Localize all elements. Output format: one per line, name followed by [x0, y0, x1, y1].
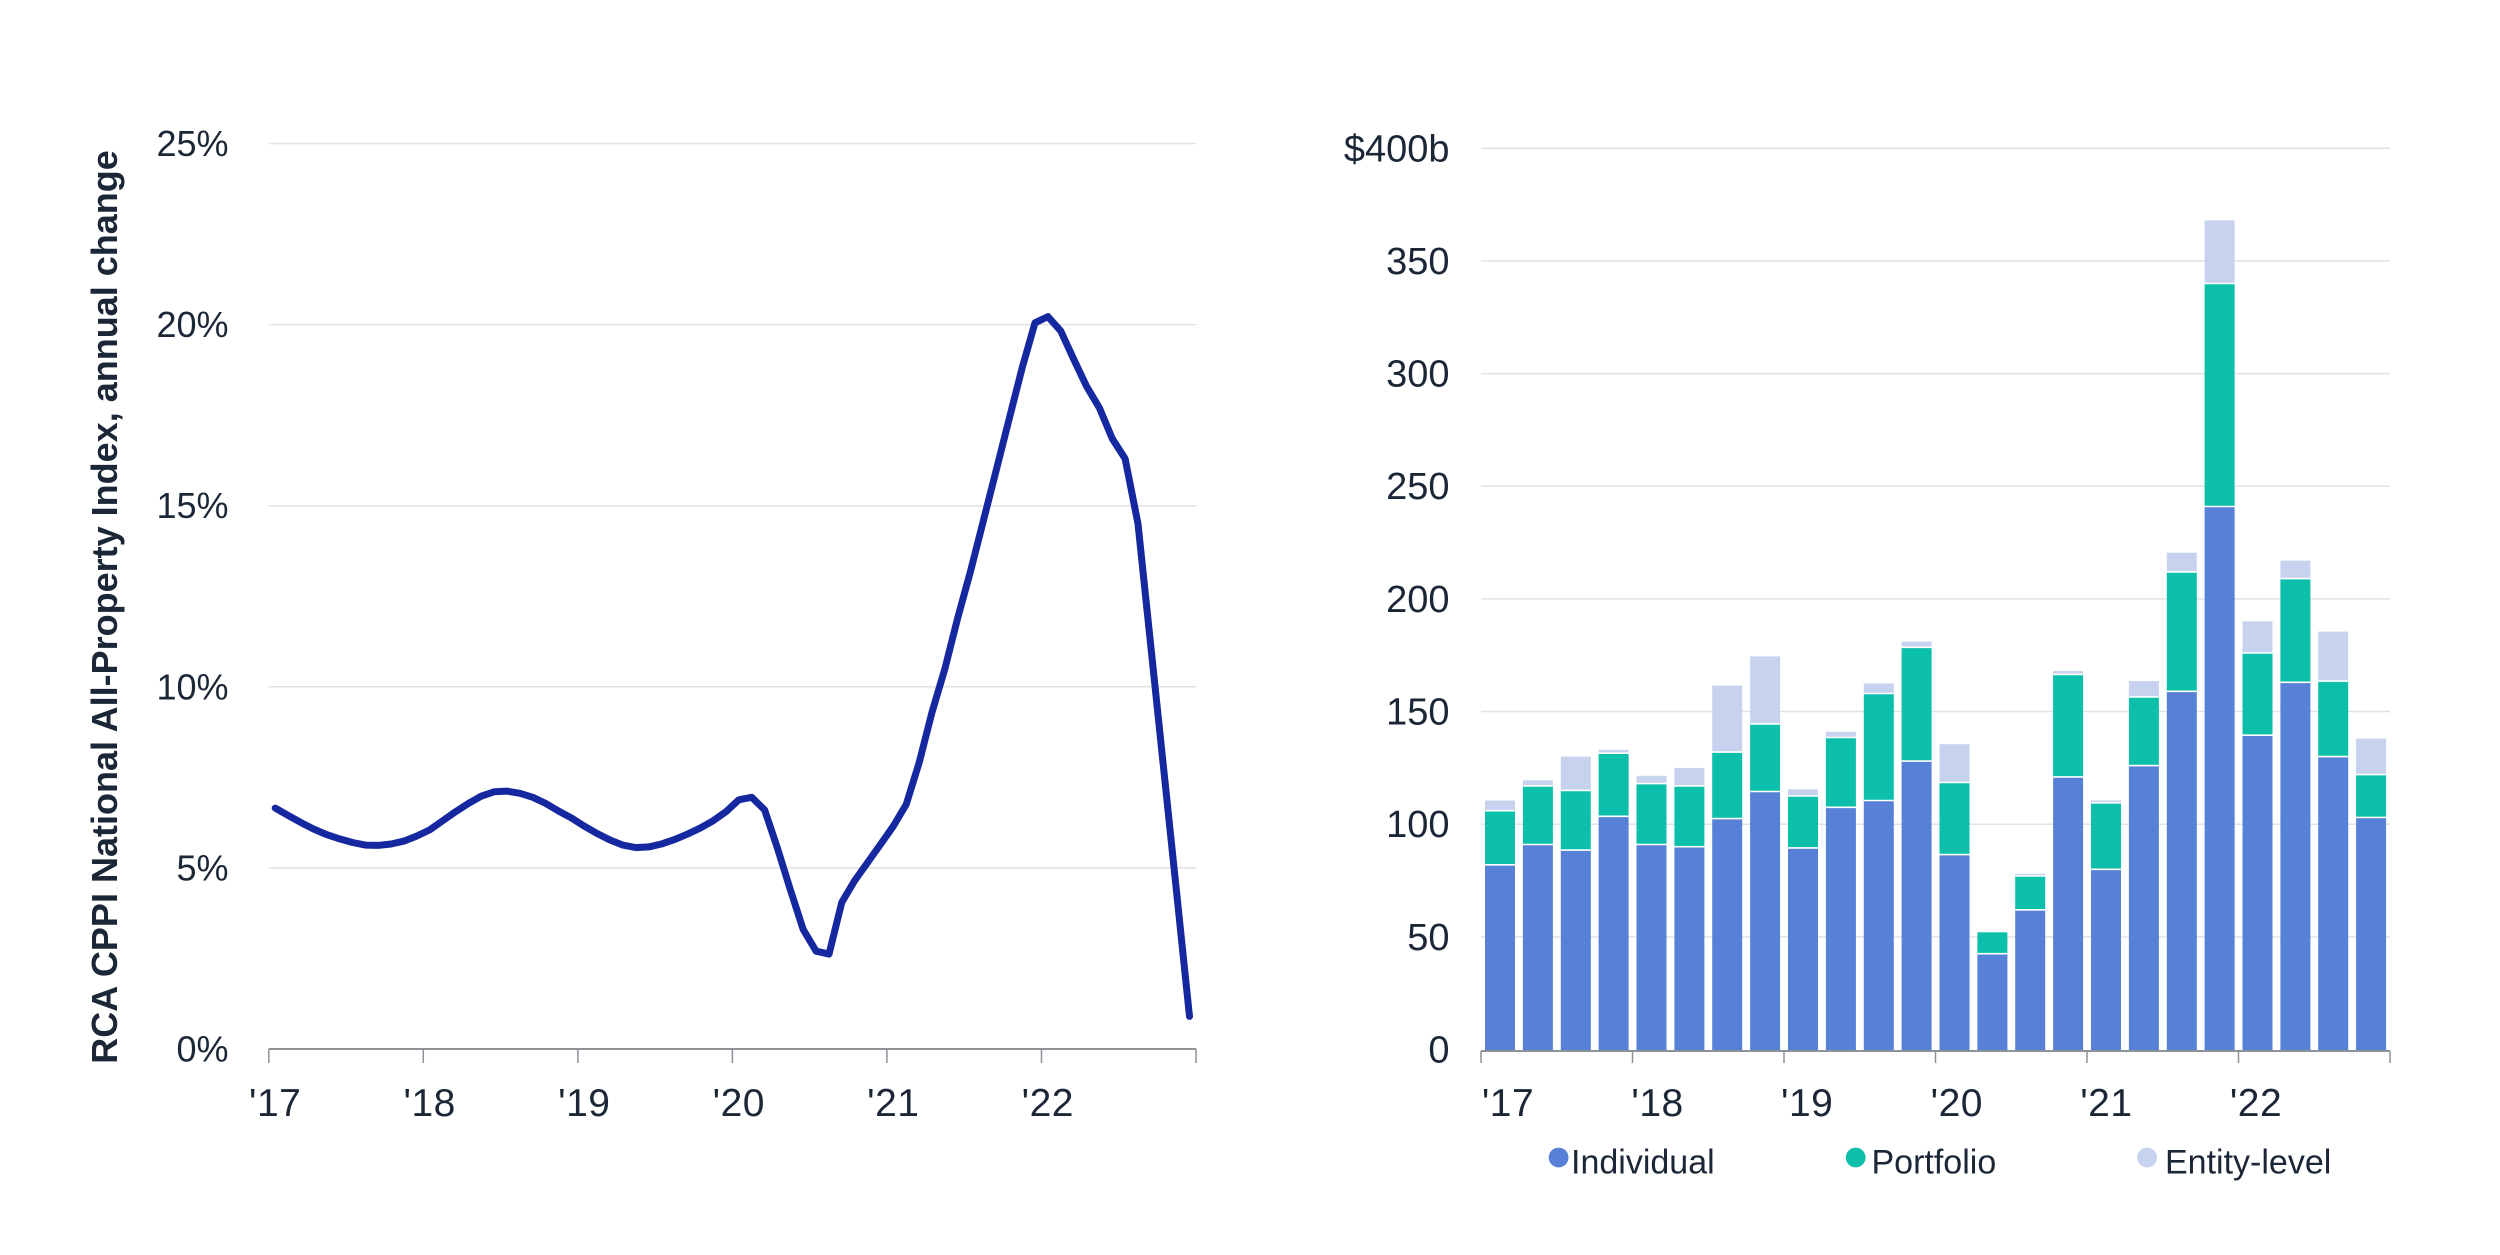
svg-text:10%: 10% — [156, 666, 228, 707]
svg-text:$400b: $400b — [1344, 128, 1450, 170]
svg-text:150: 150 — [1386, 692, 1449, 734]
svg-text:20%: 20% — [156, 304, 228, 345]
svg-text:50: 50 — [1407, 917, 1449, 959]
svg-text:250: 250 — [1386, 466, 1449, 508]
svg-text:15%: 15% — [156, 485, 228, 526]
svg-text:200: 200 — [1386, 579, 1449, 621]
svg-text:350: 350 — [1386, 241, 1449, 283]
svg-text:'19: '19 — [558, 1082, 610, 1125]
svg-text:'22: '22 — [1022, 1082, 1074, 1125]
svg-text:5%: 5% — [176, 847, 228, 888]
svg-text:RCA CPPI National All-Property: RCA CPPI National All-Property Index, an… — [84, 150, 125, 1063]
svg-text:100: 100 — [1386, 804, 1449, 846]
svg-text:'21: '21 — [2080, 1082, 2132, 1125]
svg-text:'20: '20 — [1931, 1082, 1983, 1125]
svg-text:0: 0 — [1428, 1030, 1449, 1072]
svg-text:'20: '20 — [713, 1082, 765, 1125]
svg-text:Portfolio: Portfolio — [1872, 1144, 1997, 1182]
svg-text:'17: '17 — [249, 1082, 301, 1125]
svg-text:'22: '22 — [2230, 1082, 2282, 1125]
svg-text:Entity-level: Entity-level — [2165, 1144, 2331, 1182]
svg-text:'19: '19 — [1781, 1082, 1833, 1125]
svg-text:'21: '21 — [867, 1082, 919, 1125]
svg-text:'18: '18 — [1631, 1082, 1683, 1125]
svg-text:0%: 0% — [176, 1029, 228, 1070]
svg-text:25%: 25% — [156, 123, 228, 164]
svg-text:300: 300 — [1386, 354, 1449, 396]
svg-text:'18: '18 — [404, 1082, 456, 1125]
svg-text:'17: '17 — [1482, 1082, 1534, 1125]
svg-text:Individual: Individual — [1571, 1144, 1715, 1182]
